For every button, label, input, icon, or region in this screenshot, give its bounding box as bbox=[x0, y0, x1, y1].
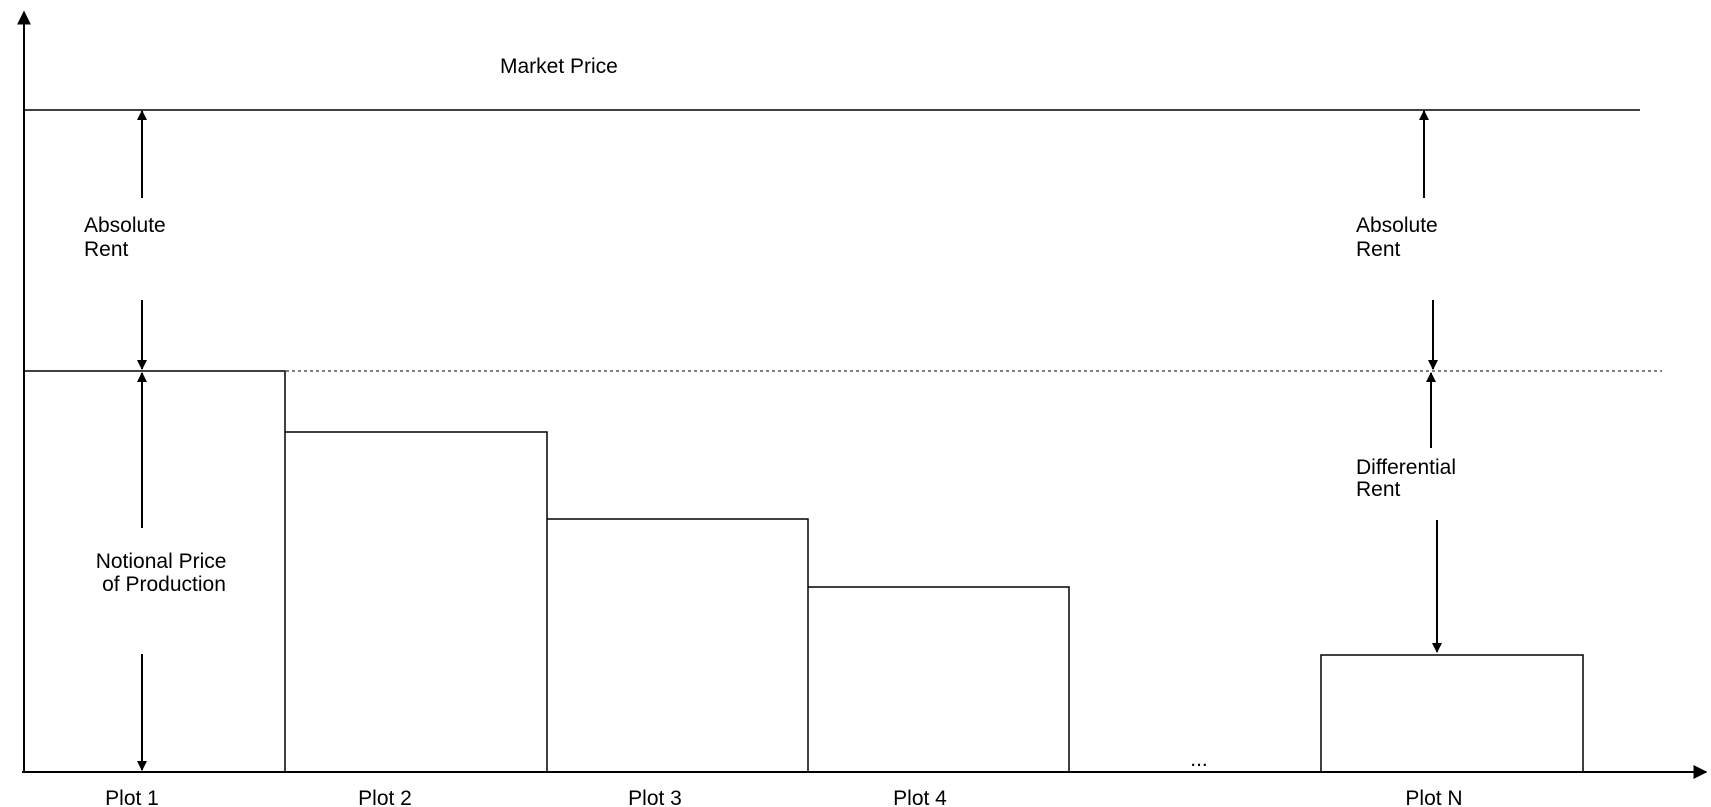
market-price-label: Market Price bbox=[500, 55, 618, 78]
absolute-rent-right-label: Absolute Rent bbox=[1356, 214, 1444, 261]
plot-2-label: Plot 2 bbox=[358, 787, 412, 807]
plot-3-bar bbox=[547, 518, 809, 772]
plot-1-bar bbox=[24, 370, 286, 772]
plot-3-label: Plot 3 bbox=[628, 787, 682, 807]
plot-4-bar bbox=[808, 586, 1070, 772]
plot-2-bar bbox=[285, 431, 548, 772]
plot-1-label: Plot 1 bbox=[105, 787, 159, 807]
ellipsis: ... bbox=[1190, 748, 1208, 771]
notional-price-label: Notional Price of Production bbox=[96, 550, 233, 596]
plot-n-bar bbox=[1320, 654, 1584, 772]
plot-4-label: Plot 4 bbox=[893, 787, 947, 807]
plot-n-label: Plot N bbox=[1405, 787, 1462, 807]
absolute-rent-left-label: Absolute Rent bbox=[84, 214, 172, 261]
differential-rent-label: Differential Rent bbox=[1356, 456, 1462, 501]
